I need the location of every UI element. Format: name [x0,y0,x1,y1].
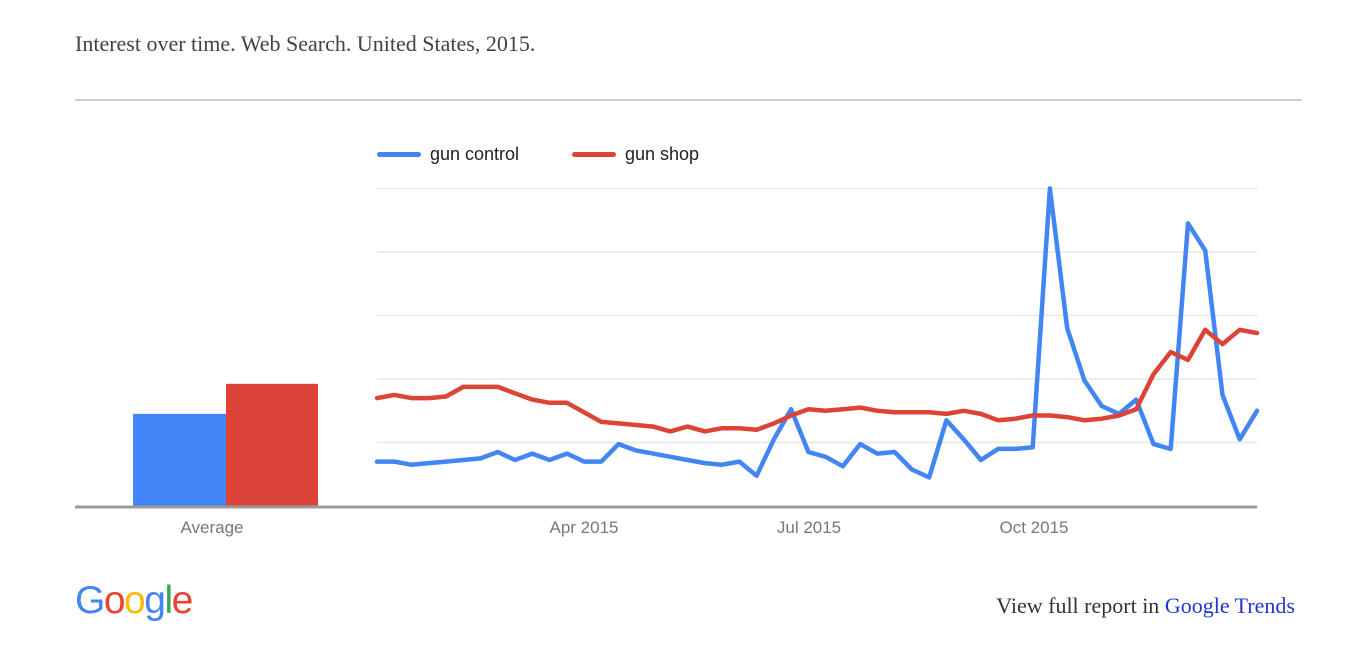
chart-title: Interest over time. Web Search. United S… [75,31,536,56]
logo-letter: o [124,579,146,622]
logo-letter: o [103,579,126,622]
google-trends-link[interactable]: Google Trends [1164,593,1295,618]
view-full-report-text: View full report in Google Trends [996,593,1295,619]
average-bar-gun-shop [226,383,318,506]
logo-letter: l [164,579,173,622]
logo-letter: G [75,579,105,622]
x-axis-label-jul-2015: Jul 2015 [776,518,842,537]
google-logo: Google [75,579,194,622]
x-axis-label-apr-2015: Apr 2015 [549,518,619,537]
x-axis-label-average: Average [180,518,244,537]
legend-label-gun-control: gun control [430,143,520,164]
report-prefix-text: View full report in [996,593,1165,618]
divider [75,99,1302,101]
gun-control-line-swatch [377,151,421,157]
logo-letter: g [144,579,166,622]
x-axis-label-oct-2015: Oct 2015 [999,518,1069,537]
legend-item-gun-shop: gun shop [572,141,699,167]
legend-label-gun-shop: gun shop [625,143,700,164]
gun-shop-line-swatch [572,151,616,157]
legend-item-gun-control: gun control [377,141,519,167]
average-bar-gun-control [133,413,226,506]
logo-letter: e [171,579,194,622]
series-line-gun-shop [374,327,1260,434]
series-line-gun-control [374,186,1260,480]
